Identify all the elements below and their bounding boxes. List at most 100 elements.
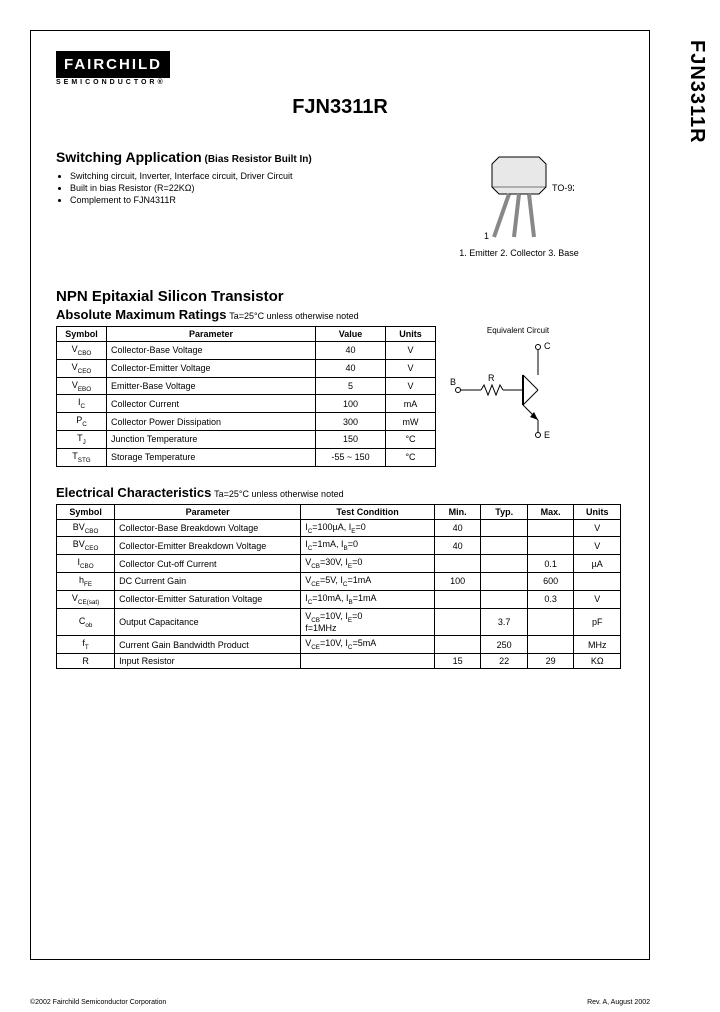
feature-bullets: Switching circuit, Inverter, Interface c… [56,171,414,205]
bullet-item: Switching circuit, Inverter, Interface c… [70,171,414,181]
table-row: CobOutput CapacitanceVCB=10V, IE=0f=1MHz… [57,608,621,636]
table-cell [434,590,481,608]
table-cell: V [386,342,436,360]
package-block: 1 TO-92 1. Emitter 2. Collector 3. Base [414,149,624,258]
table-cell: fT [57,636,115,654]
table-cell [481,555,528,573]
table-cell: °C [386,430,436,448]
table-row: hFEDC Current GainVCE=5V, IC=1mA100600 [57,572,621,590]
electrical-table: SymbolParameterTest ConditionMin.Typ.Max… [56,504,621,670]
eq-circuit-label: Equivalent Circuit [448,326,588,335]
abs-heading: Absolute Maximum Ratings [56,307,226,322]
svg-text:1: 1 [484,231,489,241]
elec-condition: Ta=25°C unless otherwise noted [214,489,343,499]
table-cell [527,608,574,636]
table-row: BVCBOCollector-Base Breakdown VoltageIC=… [57,519,621,537]
pin-assignment: 1. Emitter 2. Collector 3. Base [414,248,624,258]
table-cell [527,537,574,555]
table-cell: IC=100µA, IE=0 [301,519,435,537]
table-header: Symbol [57,327,107,342]
application-block: Switching Application (Bias Resistor Bui… [56,149,414,207]
abs-condition: Ta=25°C unless otherwise noted [229,311,358,321]
side-part-number: FJN3311R [685,40,708,144]
table-cell [434,555,481,573]
table-cell: VCE=10V, IC=5mA [301,636,435,654]
svg-text:C: C [544,341,551,351]
svg-text:B: B [450,377,456,387]
table-row: TSTGStorage Temperature-55 ~ 150°C [57,448,436,466]
table-cell: 100 [434,572,481,590]
table-cell: mW [386,413,436,431]
table-cell: KΩ [574,654,621,669]
transistor-heading: NPN Epitaxial Silicon Transistor [56,288,624,305]
table-cell: 0.1 [527,555,574,573]
svg-text:E: E [544,430,550,440]
table-cell: 40 [434,519,481,537]
table-cell: Cob [57,608,115,636]
table-row: BVCEOCollector-Emitter Breakdown Voltage… [57,537,621,555]
table-cell: 29 [527,654,574,669]
table-cell: 15 [434,654,481,669]
table-cell: TJ [57,430,107,448]
table-cell: DC Current Gain [115,572,301,590]
table-cell [434,608,481,636]
table-cell: 40 [316,342,386,360]
table-cell: 40 [434,537,481,555]
app-title: Switching Application [56,149,202,165]
table-cell: MHz [574,636,621,654]
table-row: PCCollector Power Dissipation300mW [57,413,436,431]
page-footer: ©2002 Fairchild Semiconductor Corporatio… [30,999,650,1006]
table-header: Typ. [481,504,528,519]
table-cell: Collector-Emitter Breakdown Voltage [115,537,301,555]
table-header: Parameter [107,327,316,342]
bullet-item: Complement to FJN4311R [70,195,414,205]
table-cell: Collector-Base Voltage [107,342,316,360]
table-cell: 150 [316,430,386,448]
table-row: fTCurrent Gain Bandwidth ProductVCE=10V,… [57,636,621,654]
package-icon: 1 TO-92 [464,149,574,244]
table-cell: V [574,519,621,537]
copyright: ©2002 Fairchild Semiconductor Corporatio… [30,999,166,1006]
revision: Rev. A, August 2002 [587,999,650,1006]
table-cell [527,636,574,654]
svg-text:TO-92: TO-92 [552,183,574,193]
bullet-item: Built in bias Resistor (R=22KΩ) [70,183,414,193]
table-cell: BVCBO [57,519,115,537]
table-cell: IC=10mA, IB=1mA [301,590,435,608]
table-header: Value [316,327,386,342]
table-cell: Collector Power Dissipation [107,413,316,431]
table-header: Symbol [57,504,115,519]
logo-top: FAIRCHILD [56,51,170,78]
table-row: TJJunction Temperature150°C [57,430,436,448]
table-header: Max. [527,504,574,519]
table-cell: PC [57,413,107,431]
table-row: RInput Resistor 152229KΩ [57,654,621,669]
table-cell: VCB=30V, IE=0 [301,555,435,573]
table-row: VCE(sat)Collector-Emitter Saturation Vol… [57,590,621,608]
table-cell: 300 [316,413,386,431]
table-cell: 5 [316,377,386,395]
table-cell: R [57,654,115,669]
table-cell: VCE=5V, IC=1mA [301,572,435,590]
table-cell: Emitter-Base Voltage [107,377,316,395]
table-cell: VCE(sat) [57,590,115,608]
table-cell: V [574,590,621,608]
abs-max-table: SymbolParameterValueUnits VCBOCollector-… [56,326,436,467]
table-cell: 3.7 [481,608,528,636]
table-cell: VCBO [57,342,107,360]
table-row: VCEOCollector-Emitter Voltage40V [57,359,436,377]
table-cell: °C [386,448,436,466]
table-header: Parameter [115,504,301,519]
elec-heading: Electrical Characteristics [56,485,211,500]
table-cell: Input Resistor [115,654,301,669]
table-cell: pF [574,608,621,636]
table-cell: IC=1mA, IB=0 [301,537,435,555]
table-cell: VEBO [57,377,107,395]
table-cell [481,590,528,608]
table-cell [527,519,574,537]
table-cell: Collector-Emitter Saturation Voltage [115,590,301,608]
table-row: ICBOCollector Cut-off CurrentVCB=30V, IE… [57,555,621,573]
table-cell: 22 [481,654,528,669]
table-cell: ICBO [57,555,115,573]
table-cell [481,537,528,555]
